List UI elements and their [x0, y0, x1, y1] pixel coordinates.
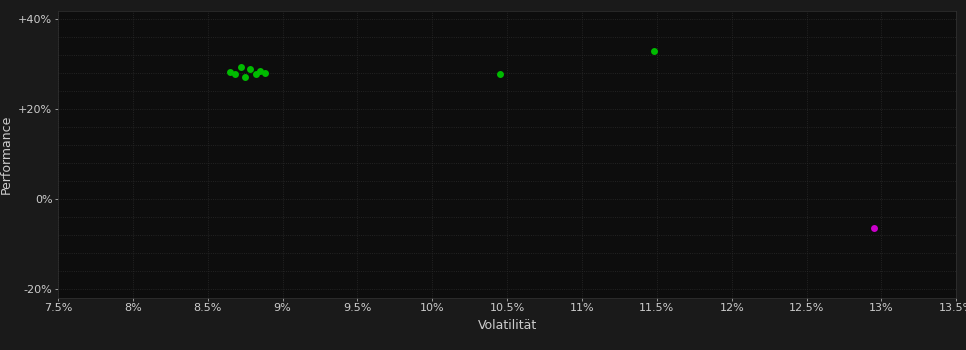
Point — [867, 225, 882, 231]
Point — [227, 71, 242, 77]
X-axis label: Volatilität: Volatilität — [477, 318, 537, 331]
Point — [222, 69, 238, 75]
Point — [248, 71, 264, 77]
Point — [492, 71, 507, 77]
Point — [238, 74, 253, 80]
Point — [257, 70, 272, 76]
Y-axis label: Performance: Performance — [0, 114, 13, 194]
Point — [233, 64, 248, 69]
Point — [252, 68, 268, 74]
Point — [242, 66, 257, 72]
Point — [646, 48, 662, 54]
